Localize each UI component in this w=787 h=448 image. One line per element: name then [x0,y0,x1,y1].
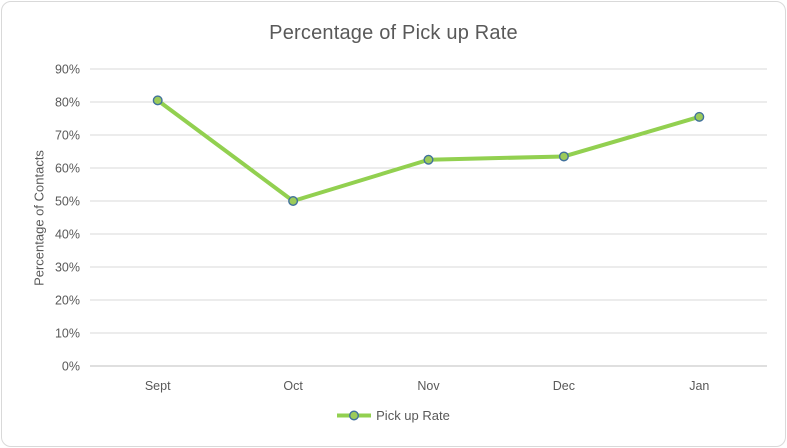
y-tick-label: 30% [55,261,80,275]
legend-point-marker [349,410,360,421]
y-tick-label: 40% [55,228,80,242]
legend-label: Pick up Rate [376,408,450,423]
x-category-label: Sept [145,379,171,393]
x-category-label: Dec [553,379,575,393]
y-tick-label: 50% [55,195,80,209]
y-tick-label: 60% [55,162,80,176]
y-tick-label: 20% [55,294,80,308]
y-tick-label: 0% [62,360,80,374]
x-category-label: Oct [283,379,303,393]
data-point-marker [152,95,163,106]
y-tick-label: 10% [55,327,80,341]
y-tick-label: 90% [55,63,80,77]
legend-line-marker-icon [337,410,372,421]
data-point-marker [694,111,705,122]
data-point-marker [288,195,299,206]
x-category-label: Nov [417,379,440,393]
y-tick-label: 80% [55,96,80,110]
data-point-marker [558,151,569,162]
chart-title: Percentage of Pick up Rate [269,22,518,44]
x-category-label: Jan [689,379,709,393]
y-tick-label: 70% [55,129,80,143]
series-line [155,98,702,203]
legend: Pick up Rate [2,408,785,423]
data-point-marker [423,154,434,165]
